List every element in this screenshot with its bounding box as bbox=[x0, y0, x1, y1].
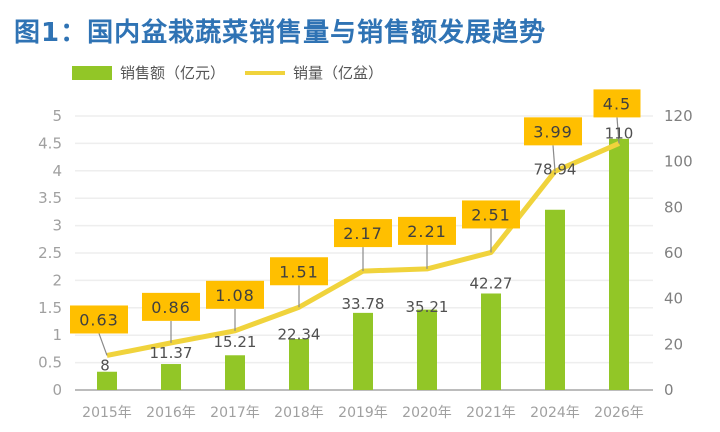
line-data-label: 1.51 bbox=[279, 262, 319, 281]
x-axis-tick: 2016年 bbox=[146, 405, 196, 421]
line-data-label: 2.21 bbox=[407, 222, 447, 241]
right-axis-tick: 20 bbox=[664, 335, 683, 353]
bar-data-label: 22.34 bbox=[278, 325, 321, 343]
left-axis-tick: 2.5 bbox=[38, 244, 62, 262]
line-data-label: 4.5 bbox=[603, 94, 631, 113]
bar-data-label: 110 bbox=[605, 124, 634, 142]
x-axis-tick: 2026年 bbox=[594, 405, 644, 421]
x-axis-tick: 2020年 bbox=[402, 405, 452, 421]
line-label-box bbox=[334, 219, 392, 248]
bar-data-label: 78.94 bbox=[534, 160, 577, 178]
bar bbox=[417, 309, 437, 390]
left-axis-tick: 2 bbox=[52, 271, 62, 289]
left-axis-tick: 3.5 bbox=[38, 189, 62, 207]
x-axis-tick: 2018年 bbox=[274, 405, 324, 421]
bar bbox=[481, 293, 501, 390]
leader-line bbox=[552, 145, 556, 172]
line-label-box bbox=[270, 257, 328, 286]
left-axis-tick: 3 bbox=[52, 217, 62, 235]
line-label-box bbox=[206, 280, 264, 309]
right-axis-tick: 0 bbox=[664, 381, 674, 399]
bar bbox=[545, 209, 565, 390]
line-label-box bbox=[142, 292, 200, 321]
legend-line-label: 销量（亿盆） bbox=[293, 64, 384, 82]
leader-line bbox=[98, 333, 108, 356]
left-axis-tick: 5 bbox=[52, 107, 62, 125]
legend-bar-label: 销售额（亿元） bbox=[120, 64, 226, 82]
chart-title: 图1：国内盆栽蔬菜销售量与销售额发展趋势 bbox=[14, 18, 547, 48]
line-label-box bbox=[593, 89, 641, 118]
right-axis-tick: 120 bbox=[664, 107, 693, 125]
bar bbox=[609, 138, 629, 390]
x-axis-tick: 2017年 bbox=[210, 405, 260, 421]
left-axis-tick: 1 bbox=[52, 326, 62, 344]
legend-bar-swatch bbox=[72, 65, 112, 80]
bar-data-label: 8 bbox=[100, 356, 110, 374]
left-axis-tick: 1.5 bbox=[38, 299, 62, 317]
bar-data-label: 35.21 bbox=[406, 298, 449, 316]
left-axis-tick: 0.5 bbox=[38, 354, 62, 372]
legend: 销售额（亿元） 销量（亿盆） bbox=[72, 62, 383, 83]
line-data-label: 1.08 bbox=[215, 286, 255, 305]
bar bbox=[353, 312, 373, 390]
line-data-label: 2.17 bbox=[343, 224, 383, 243]
left-axis-tick: 4 bbox=[52, 162, 62, 180]
bar-data-label: 42.27 bbox=[470, 274, 513, 292]
left-axis-tick: 4.5 bbox=[38, 134, 62, 152]
legend-line-swatch bbox=[245, 70, 286, 75]
bar bbox=[97, 371, 117, 390]
line-data-label: 3.99 bbox=[533, 122, 573, 141]
bar-data-label: 11.37 bbox=[150, 344, 193, 362]
x-axis-tick: 2015年 bbox=[82, 405, 132, 421]
right-axis-tick: 60 bbox=[664, 244, 683, 262]
bar bbox=[161, 364, 181, 390]
line-label-box bbox=[462, 200, 520, 229]
line-label-box bbox=[398, 216, 456, 245]
bar bbox=[289, 338, 309, 390]
line-label-box bbox=[524, 117, 582, 146]
bar bbox=[225, 355, 245, 390]
x-axis-tick: 2021年 bbox=[466, 405, 516, 421]
line-data-label: 2.51 bbox=[471, 205, 511, 224]
x-axis-tick: 2024年 bbox=[530, 405, 580, 421]
x-axis-tick: 2019年 bbox=[338, 405, 388, 421]
right-axis-tick: 100 bbox=[664, 153, 693, 171]
line-label-box bbox=[70, 305, 128, 334]
left-axis-tick: 0 bbox=[52, 381, 62, 399]
bar-data-label: 15.21 bbox=[214, 333, 257, 351]
bar-data-label: 33.78 bbox=[342, 295, 385, 313]
right-axis-tick: 40 bbox=[664, 290, 683, 308]
line-data-label: 0.63 bbox=[79, 310, 119, 329]
right-axis-tick: 80 bbox=[664, 198, 683, 216]
leader-line bbox=[616, 117, 620, 144]
line-data-label: 0.86 bbox=[151, 298, 191, 317]
